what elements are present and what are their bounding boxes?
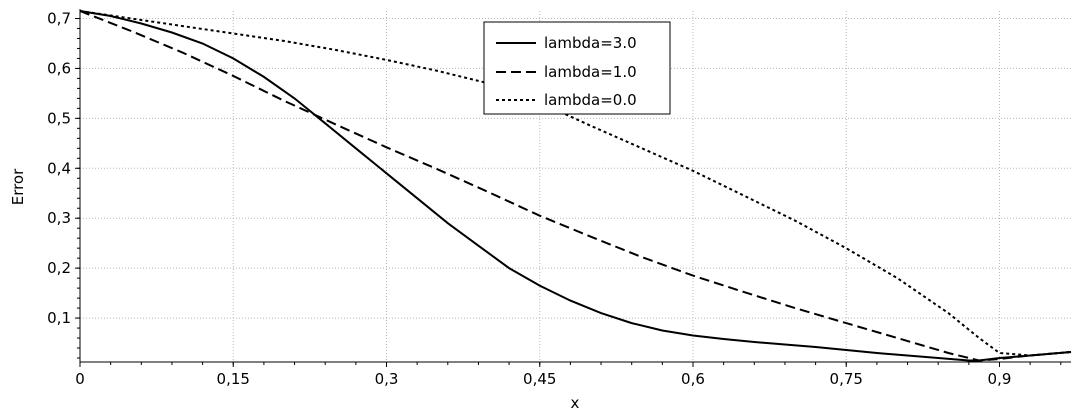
y-tick-label: 0,6	[47, 59, 71, 77]
x-axis-ticks: 0 0,15 0,3 0,45 0,6 0,75 0,9	[75, 362, 1062, 388]
x-tick-label: 0,45	[523, 370, 556, 388]
y-tick-label: 0,2	[47, 259, 71, 277]
series-line-dashed	[79, 10, 1072, 362]
series-line-dotted	[79, 10, 1072, 357]
y-axis-ticks: 0,1 0,2 0,3 0,4 0,5 0,6 0,7	[47, 9, 80, 359]
legend-label-lambda-0: lambda=0.0	[544, 91, 637, 109]
x-tick-label: 0,15	[217, 370, 250, 388]
axes	[79, 9, 1071, 363]
y-tick-label: 0,3	[47, 209, 71, 227]
x-tick-label: 0,6	[681, 370, 705, 388]
x-tick-label: 0,9	[988, 370, 1012, 388]
y-tick-label: 0,5	[47, 109, 71, 127]
x-tick-label: 0	[75, 370, 85, 388]
x-tick-label: 0,3	[375, 370, 399, 388]
legend: lambda=3.0 lambda=1.0 lambda=0.0	[483, 21, 671, 115]
y-tick-label: 0,4	[47, 159, 71, 177]
y-tick-label: 0,7	[47, 9, 71, 27]
y-axis-title: Error	[9, 168, 27, 205]
x-tick-label: 0,75	[830, 370, 863, 388]
y-tick-label: 0,1	[47, 309, 71, 327]
legend-label-lambda-1: lambda=1.0	[544, 63, 637, 81]
series-lines	[79, 10, 1072, 362]
legend-box	[483, 21, 671, 115]
legend-label-lambda-3: lambda=3.0	[544, 34, 637, 52]
x-axis-title: x	[571, 394, 580, 412]
series-line-solid	[79, 10, 1072, 362]
